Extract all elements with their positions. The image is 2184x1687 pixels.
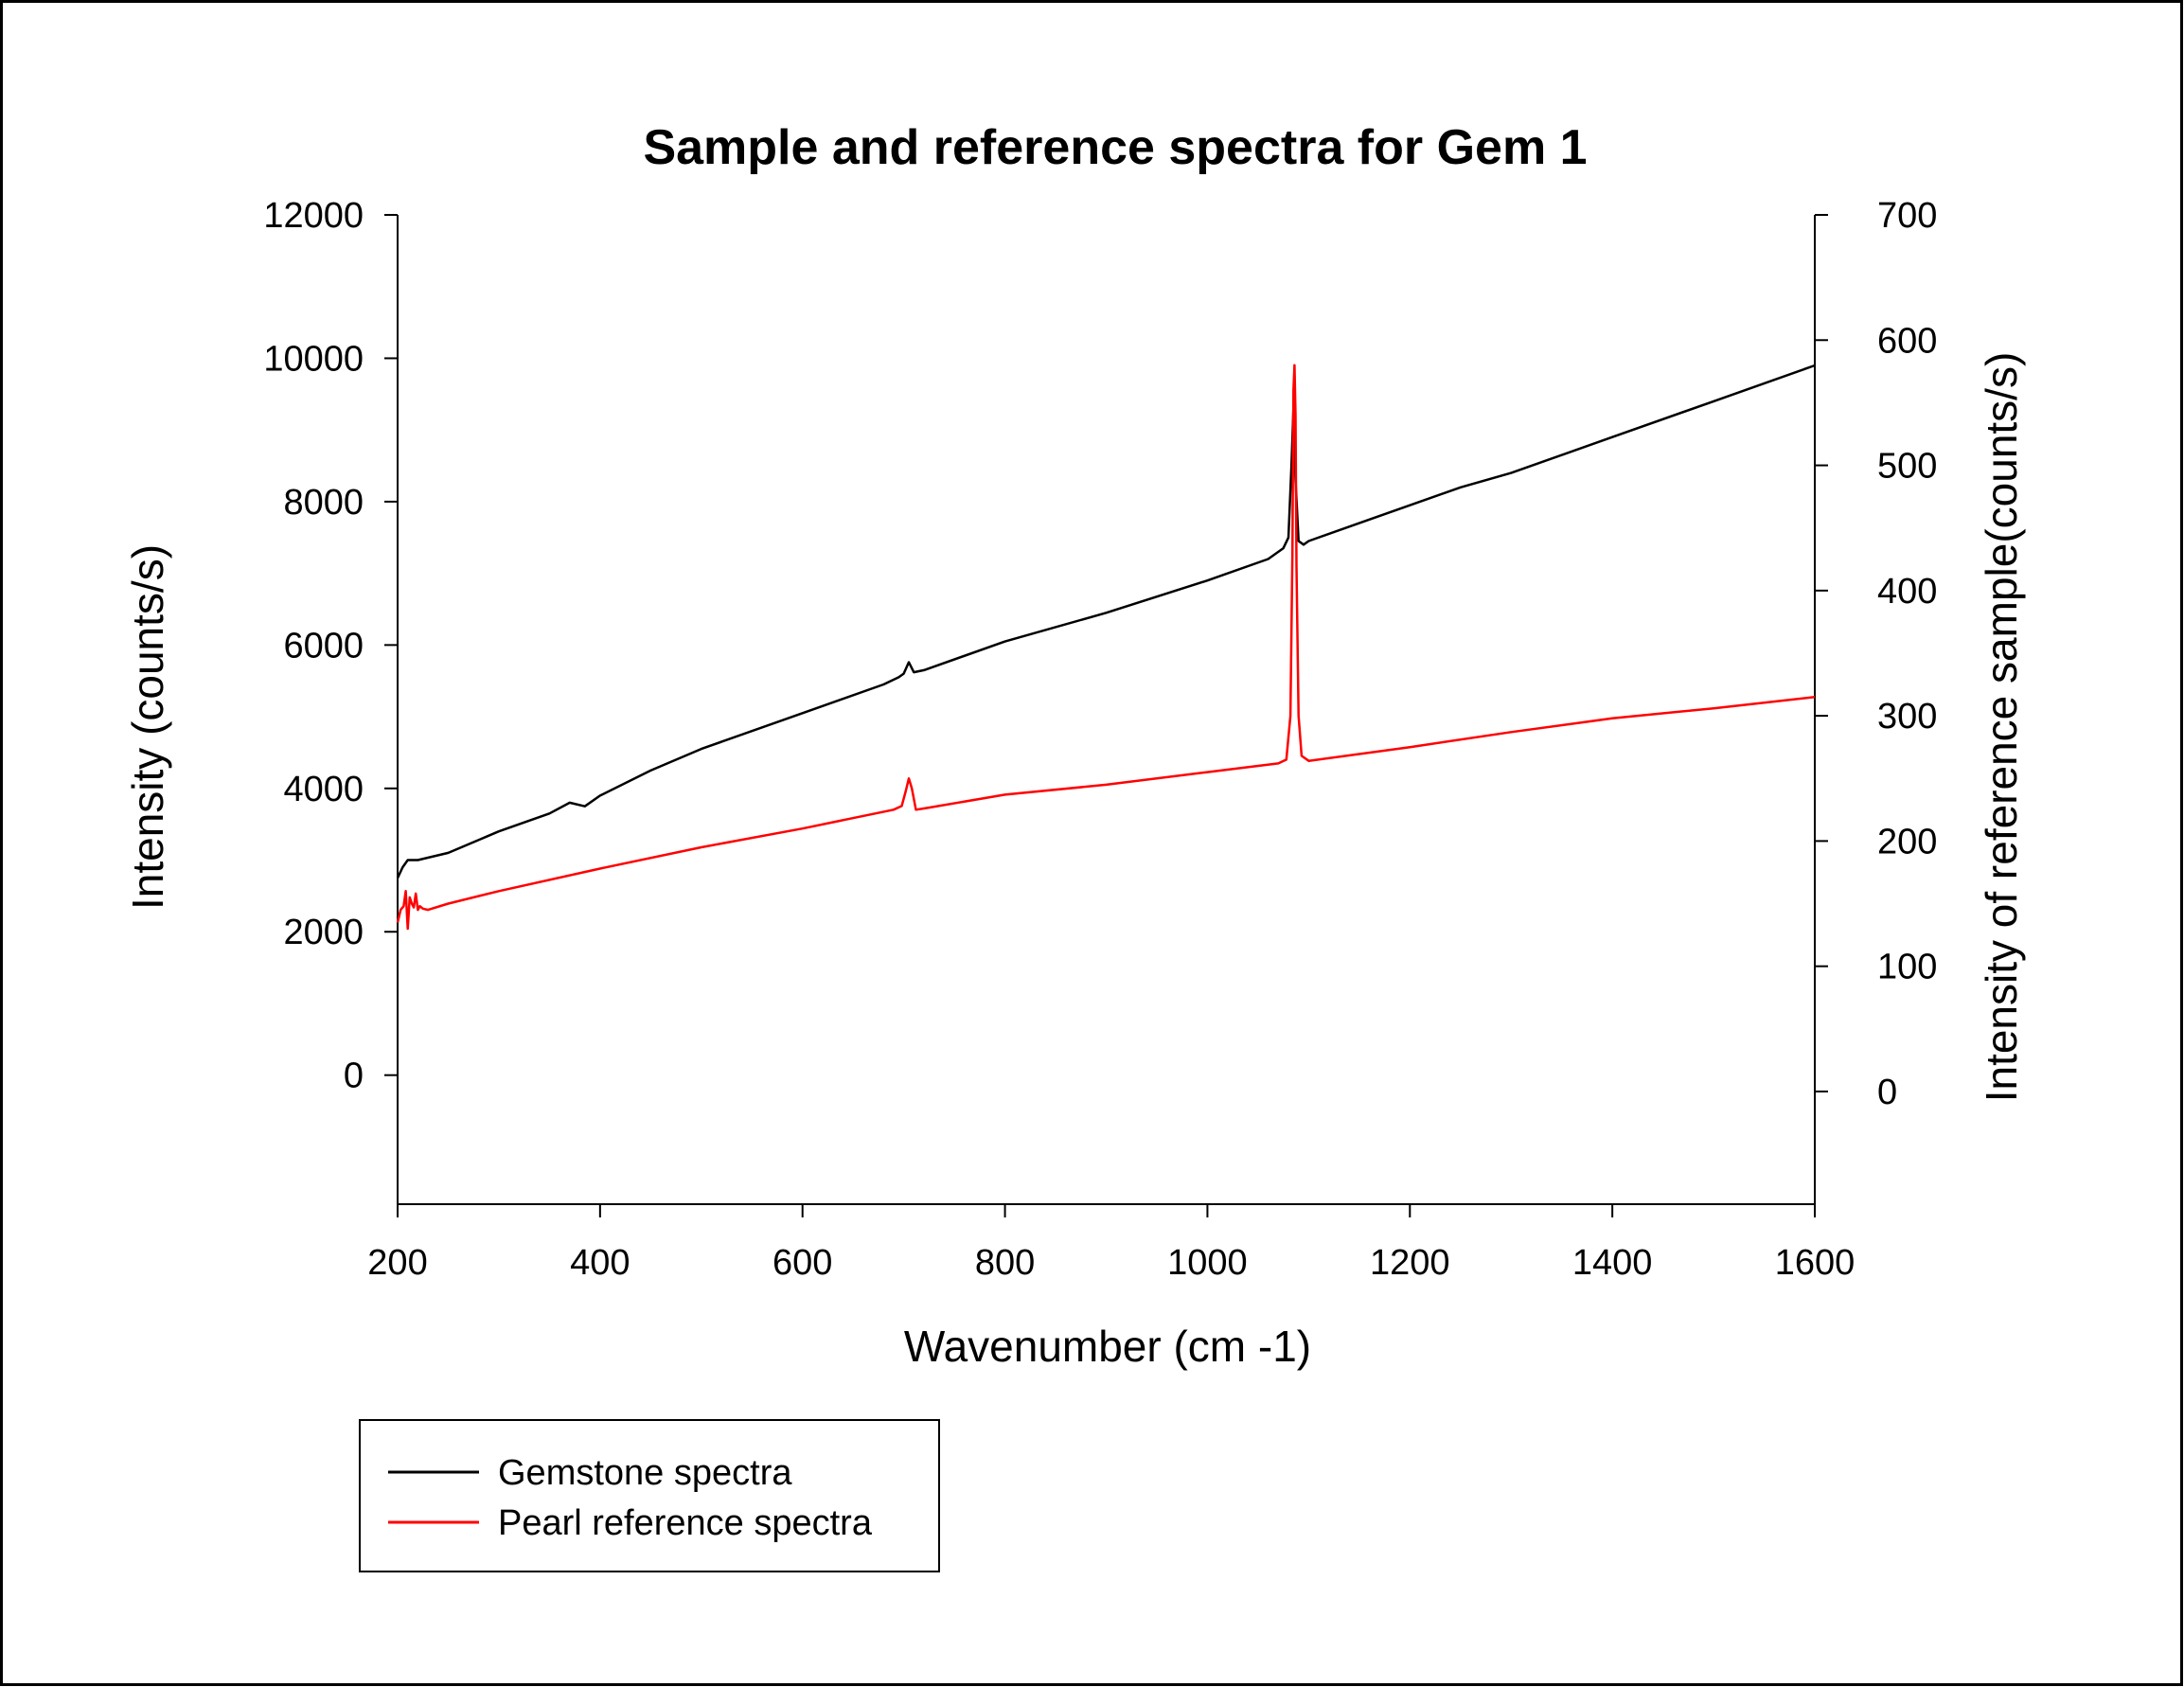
series-line-gemstone	[396, 364, 1816, 879]
x-axis-label: Wavenumber (cm -1)	[904, 1322, 1311, 1371]
y2-tick-label: 200	[1877, 822, 1937, 861]
x-tick-label: 800	[975, 1243, 1035, 1283]
y-tick-label: 2000	[283, 913, 364, 952]
y2-tick-label: 300	[1877, 697, 1937, 737]
x-tick-label: 400	[570, 1243, 630, 1283]
x-tick-label: 600	[772, 1243, 832, 1283]
y-tick-label: 10000	[263, 339, 364, 379]
series-layer	[396, 364, 1816, 931]
y-tick-label: 0	[344, 1057, 364, 1096]
x-axis-ticks: 200 400 600 800 1000 1200 1400 1600	[367, 1204, 1855, 1283]
x-tick-label: 1200	[1370, 1243, 1450, 1283]
y-tick-label: 12000	[263, 196, 364, 236]
legend-label-pearl: Pearl reference spectra	[498, 1503, 873, 1543]
plot-axes	[397, 215, 1816, 1205]
series-line-pearl	[396, 364, 1816, 931]
y2-tick-label: 500	[1877, 447, 1937, 487]
x-tick-label: 200	[367, 1243, 427, 1283]
x-tick-label: 1400	[1572, 1243, 1653, 1283]
y-axis-label: Intensity (counts/s)	[123, 544, 172, 910]
y-tick-label: 4000	[283, 770, 364, 809]
y2-axis-label: Intensity of reference sample(counts/s)	[1977, 352, 2026, 1103]
y2-tick-label: 600	[1877, 321, 1937, 361]
y2-tick-label: 700	[1877, 196, 1937, 236]
y-tick-label: 6000	[283, 626, 364, 666]
y-tick-label: 8000	[283, 483, 364, 523]
y2-tick-label: 400	[1877, 572, 1937, 612]
x-tick-label: 1000	[1167, 1243, 1248, 1283]
x-tick-label: 1600	[1775, 1243, 1856, 1283]
y-axis-ticks: 0 2000 4000 6000 8000 10000 12000	[263, 196, 398, 1096]
legend: Gemstone spectra Pearl reference spectra	[359, 1419, 940, 1572]
chart-title: Sample and reference spectra for Gem 1	[643, 120, 1587, 175]
legend-box	[359, 1419, 940, 1572]
legend-label-gemstone: Gemstone spectra	[498, 1453, 792, 1493]
y2-axis-ticks: 0 100 200 300 400 500 600 700	[1815, 196, 1937, 1112]
y2-tick-label: 0	[1877, 1073, 1897, 1112]
y2-tick-label: 100	[1877, 948, 1937, 987]
